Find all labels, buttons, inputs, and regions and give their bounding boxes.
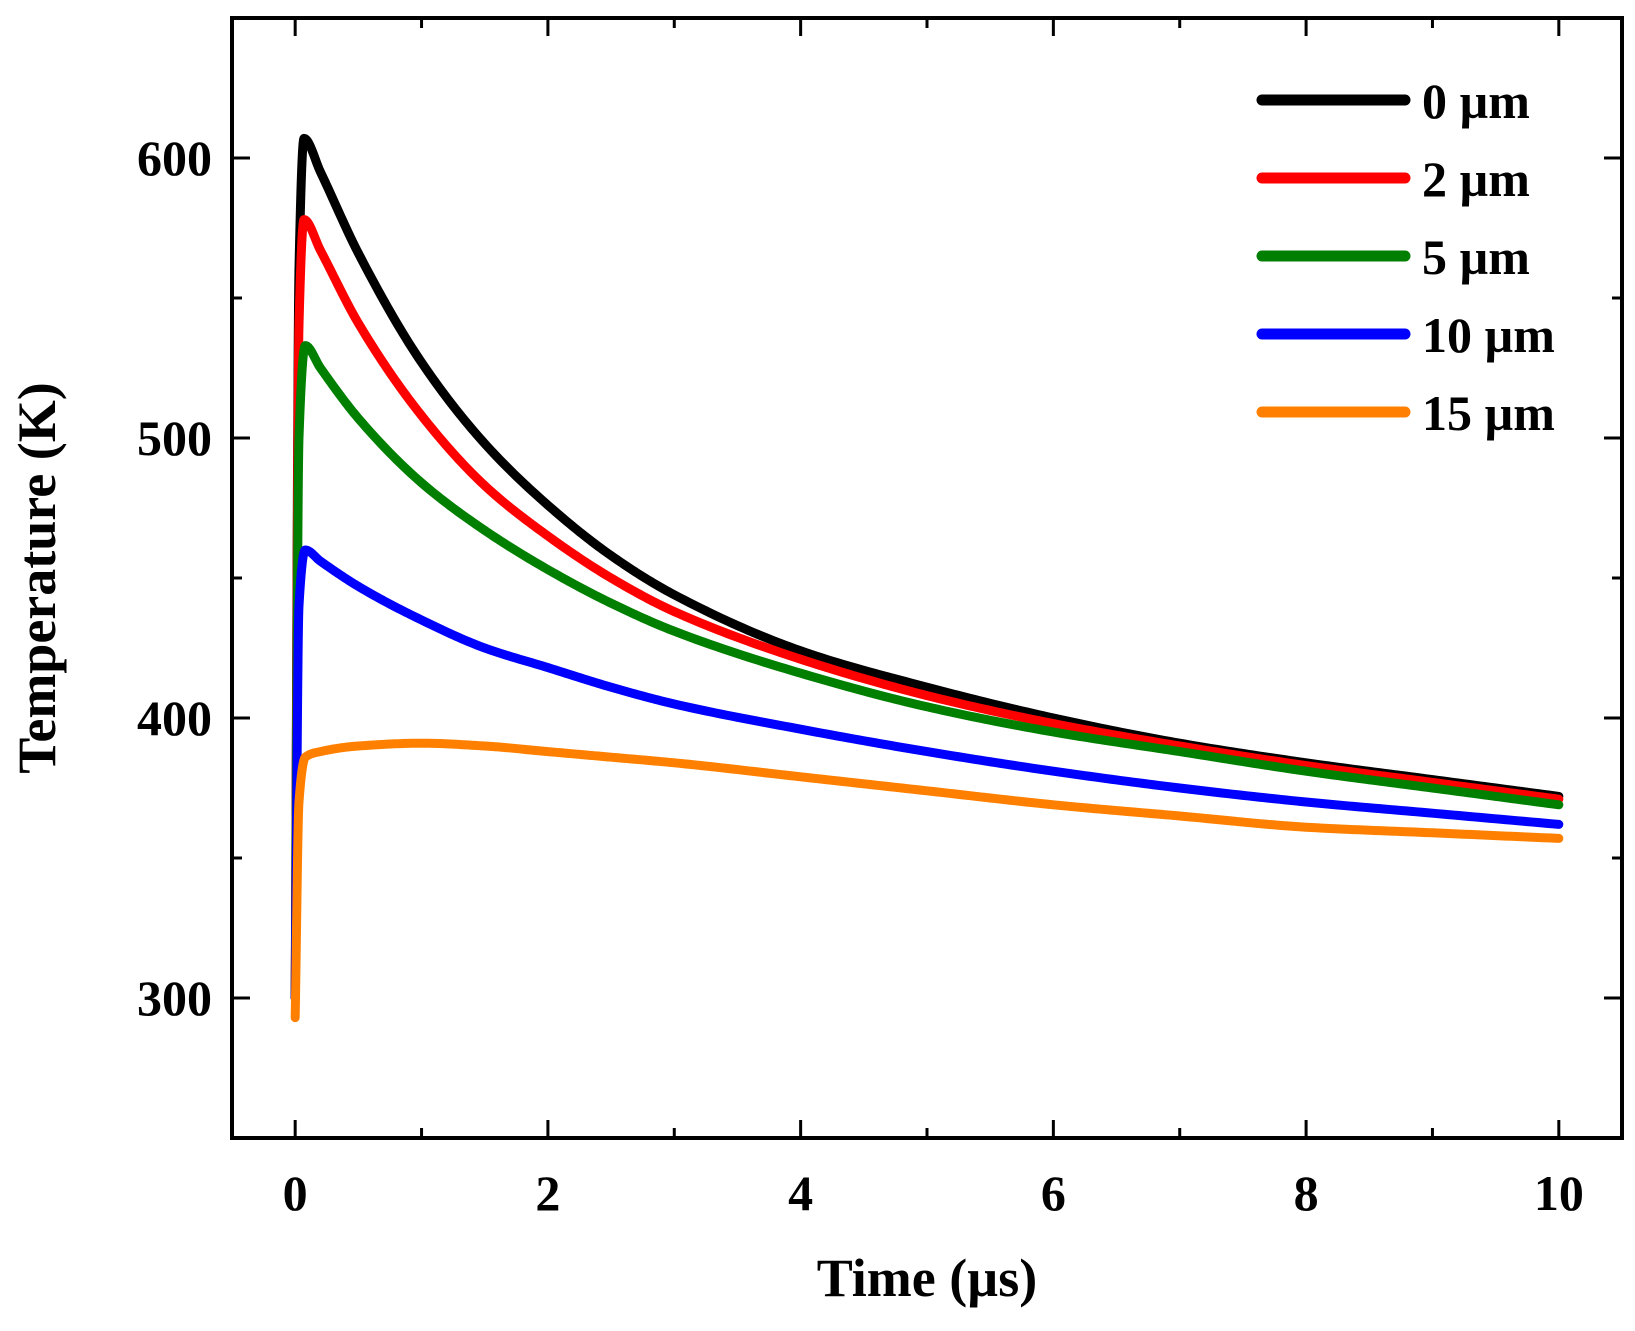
series-line-4: [290, 738, 1564, 1023]
legend-label-0: 0 µm: [1422, 73, 1530, 129]
y-tick-label: 400: [137, 690, 212, 746]
x-tick-label: 6: [1041, 1165, 1066, 1221]
y-tick-labels: 300 400 500 600: [137, 130, 212, 1026]
y-tick-label: 500: [137, 410, 212, 466]
legend-label-1: 2 µm: [1422, 151, 1530, 207]
series-line-0: [290, 133, 1564, 1003]
x-axis-title: Time (µs): [817, 1248, 1038, 1308]
series-layer: [290, 133, 1564, 1023]
series-line-2: [290, 341, 1564, 1003]
x-tick-label: 10: [1534, 1165, 1584, 1221]
ticks-layer: [232, 16, 1622, 1140]
legend-label-4: 15 µm: [1422, 385, 1555, 441]
plot-frame: [230, 16, 1624, 1140]
x-tick-label: 2: [535, 1165, 560, 1221]
series-line-1: [290, 215, 1564, 1003]
y-tick-label: 300: [137, 970, 212, 1026]
series-line-3: [290, 545, 1564, 1003]
x-tick-label: 4: [788, 1165, 813, 1221]
legend-label-2: 5 µm: [1422, 229, 1530, 285]
x-tick-labels: 0 2 4 6 8 10: [283, 1165, 1584, 1221]
x-tick-label: 8: [1294, 1165, 1319, 1221]
y-axis-title: Temperature (K): [7, 382, 67, 773]
legend: 0 µm 2 µm 5 µm 10 µm 15 µm: [1256, 73, 1555, 441]
y-tick-label: 600: [137, 130, 212, 186]
x-tick-label: 0: [283, 1165, 308, 1221]
legend-label-3: 10 µm: [1422, 307, 1555, 363]
